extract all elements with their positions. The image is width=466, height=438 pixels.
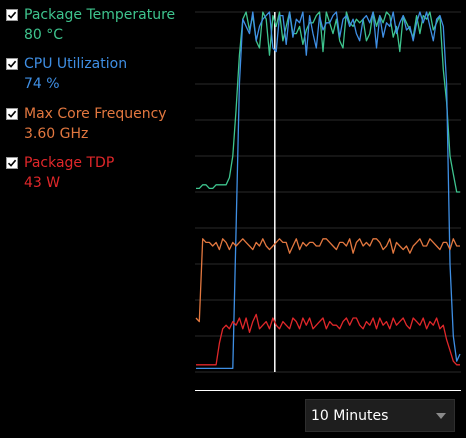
max-core-frequency-checkbox[interactable]	[6, 108, 18, 120]
checkmark-icon	[7, 110, 17, 118]
performance-graph	[195, 11, 461, 373]
cpu-utilization-label: CPU Utilization	[24, 56, 128, 72]
checkmark-icon	[7, 159, 17, 167]
series-line-1	[196, 11, 460, 193]
chevron-down-icon	[436, 413, 446, 419]
series-line-2	[196, 11, 461, 370]
legend-item-package-tdp: Package TDP 43 W	[6, 153, 191, 193]
package-tdp-value: 43 W	[24, 175, 61, 191]
package-temperature-value: 80 °C	[24, 27, 64, 43]
time-range-dropdown[interactable]: 10 Minutes	[305, 399, 455, 432]
package-tdp-checkbox[interactable]	[6, 157, 18, 169]
checkmark-icon	[7, 11, 17, 19]
package-tdp-label: Package TDP	[24, 155, 115, 171]
max-core-frequency-label: Max Core Frequency	[24, 106, 167, 122]
legend-item-cpu-utilization: CPU Utilization 74 %	[6, 54, 191, 94]
time-axis-line	[195, 390, 461, 391]
cpu-utilization-value: 74 %	[24, 76, 60, 92]
package-temperature-label: Package Temperature	[24, 7, 176, 23]
series-line-3	[195, 238, 460, 323]
max-core-frequency-value: 3.60 GHz	[24, 126, 89, 142]
legend-item-max-core-frequency: Max Core Frequency 3.60 GHz	[6, 104, 191, 144]
package-temperature-checkbox[interactable]	[6, 9, 18, 21]
cpu-utilization-checkbox[interactable]	[6, 58, 18, 70]
legend-item-package-temperature: Package Temperature 80 °C	[6, 5, 191, 45]
time-range-selected-value: 10 Minutes	[311, 407, 389, 424]
series-line-4	[196, 313, 460, 366]
checkmark-icon	[7, 60, 17, 68]
